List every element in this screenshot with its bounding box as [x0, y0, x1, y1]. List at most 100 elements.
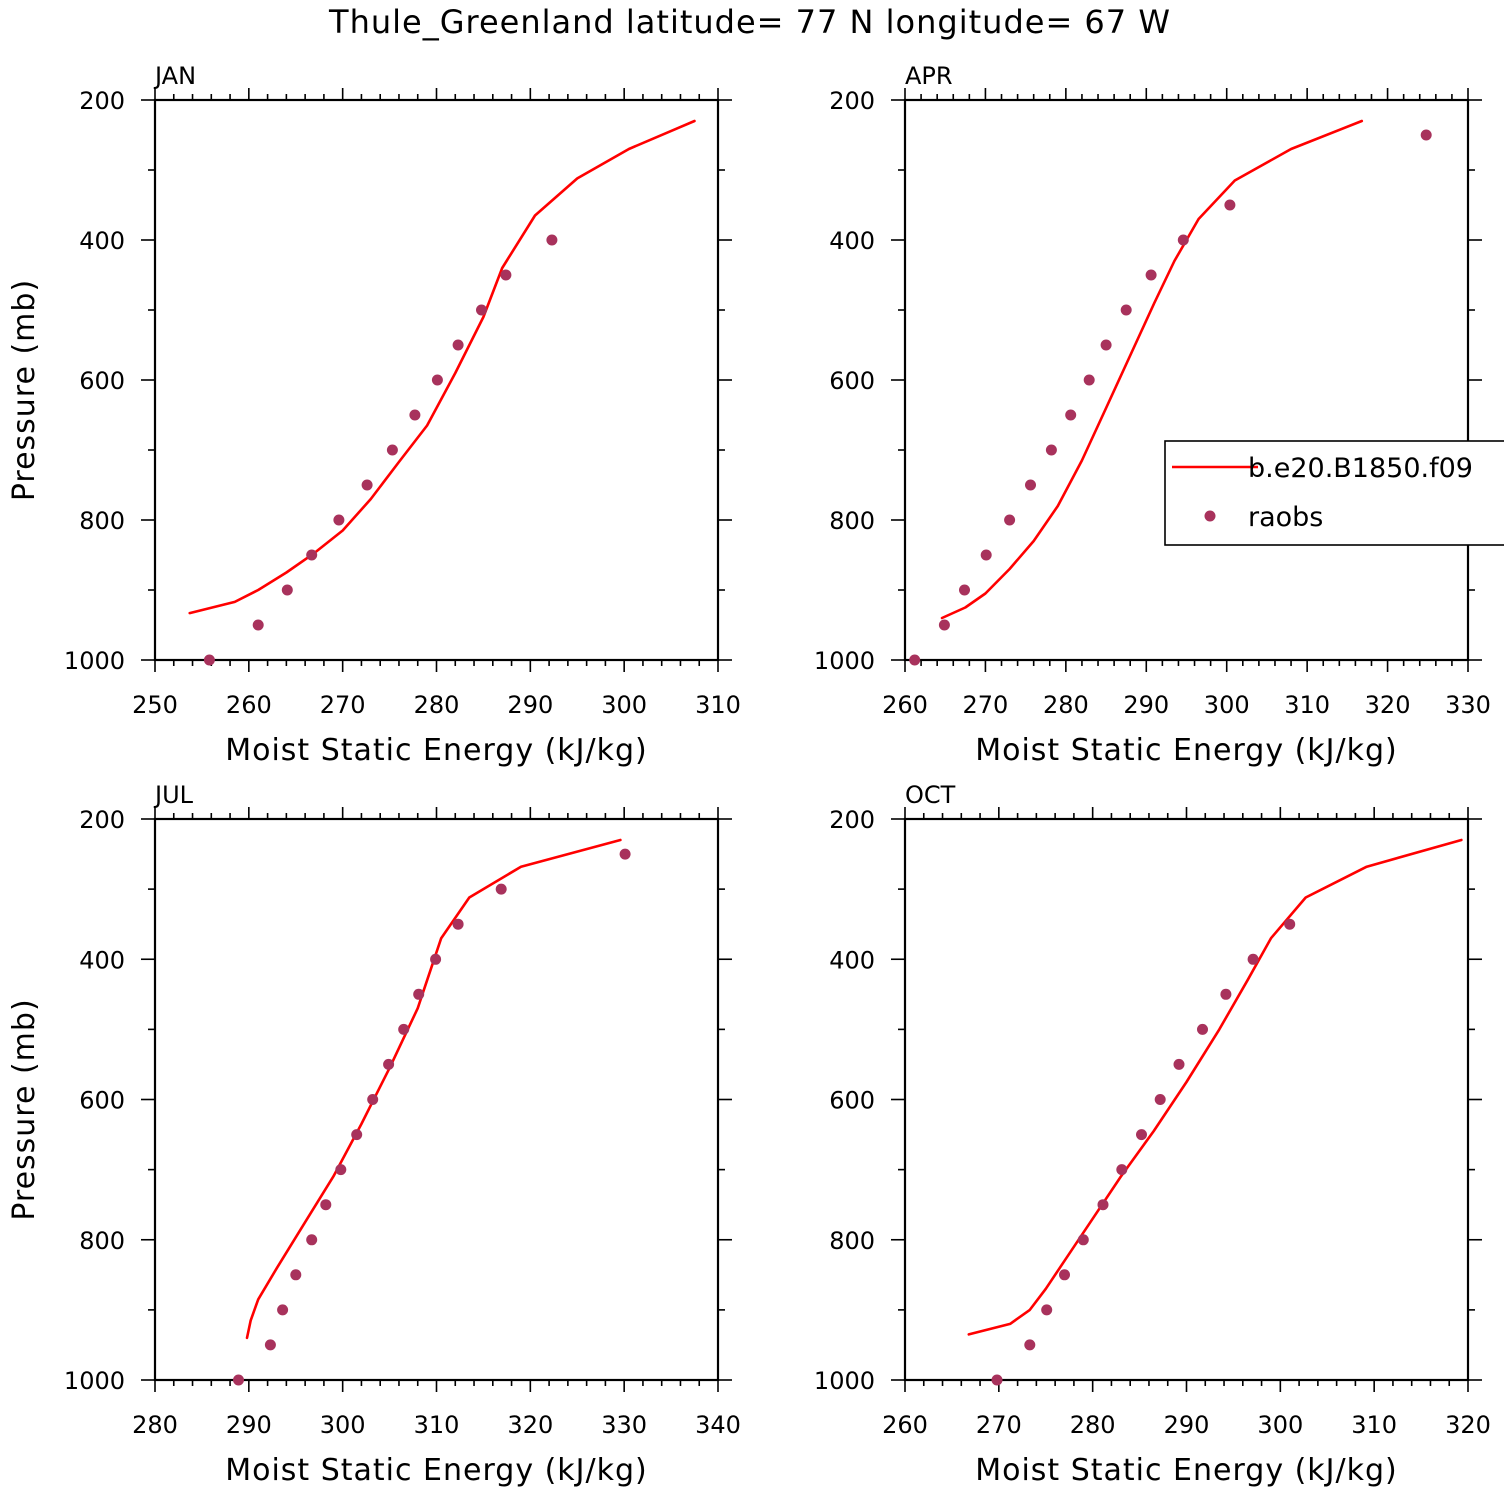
obs-point — [909, 654, 921, 666]
x-tick-label: 330 — [601, 1411, 647, 1439]
panel-label: APR — [905, 62, 953, 90]
plot-frame — [903, 817, 1470, 1382]
x-tick-label: 280 — [1043, 691, 1089, 719]
x-tick-label: 280 — [1070, 1411, 1116, 1439]
legend: b.e20.B1850.f09 raobs — [1164, 440, 1504, 546]
x-tick-label: 320 — [507, 1411, 553, 1439]
obs-point — [476, 304, 487, 316]
x-tick-label: 260 — [226, 691, 272, 719]
x-tick-label: 300 — [1204, 691, 1250, 719]
y-tick-label: 800 — [79, 507, 125, 535]
obs-point — [1065, 409, 1077, 421]
obs-point — [1247, 953, 1259, 965]
y-tick-label: 600 — [79, 367, 125, 395]
x-tick-label: 260 — [882, 1411, 928, 1439]
y-tick-label: 800 — [829, 507, 875, 535]
obs-point — [361, 479, 373, 491]
x-tick-label: 270 — [963, 691, 1009, 719]
x-tick-label: 280 — [132, 1411, 178, 1439]
x-tick-label: 320 — [1365, 691, 1411, 719]
y-tick-label: 400 — [829, 227, 875, 255]
obs-point — [409, 409, 421, 421]
obs-point — [1136, 1129, 1147, 1141]
obs-point — [306, 1234, 318, 1246]
y-tick-label: 200 — [79, 87, 125, 115]
legend-obs-marker — [1204, 510, 1216, 522]
y-tick-label: 200 — [829, 806, 875, 834]
obs-point — [264, 1339, 276, 1351]
obs-point — [452, 339, 464, 351]
plot-frame — [903, 98, 1470, 662]
x-tick-label: 270 — [976, 1411, 1022, 1439]
obs-point — [1420, 129, 1432, 141]
x-axis-label: Moist Static Energy (kJ/kg) — [975, 1453, 1398, 1488]
obs-point — [1173, 1058, 1185, 1070]
obs-point — [1077, 1234, 1089, 1246]
x-tick-label: 300 — [1257, 1411, 1303, 1439]
obs-point — [398, 1023, 410, 1035]
obs-point — [306, 549, 318, 561]
y-tick-label: 600 — [79, 1087, 125, 1115]
y-tick-label: 200 — [79, 806, 125, 834]
x-tick-label: 290 — [226, 1411, 272, 1439]
x-tick-label: 300 — [601, 691, 647, 719]
obs-point — [386, 444, 398, 456]
model-line — [245, 838, 622, 1340]
panel-oct: 260 270 280 290 300 310 320 200 400 600 800 1000 OCT… — [814, 781, 1491, 1488]
plot-frame — [153, 817, 720, 1382]
obs-point — [1177, 234, 1189, 246]
y-tick-label: 600 — [829, 367, 875, 395]
obs-point — [281, 584, 293, 596]
obs-point — [1100, 339, 1112, 351]
y-tick-label: 800 — [829, 1227, 875, 1255]
x-tick-label: 290 — [507, 691, 553, 719]
obs-point — [1120, 304, 1132, 316]
model-line — [188, 119, 696, 615]
obs-point — [1197, 1023, 1208, 1035]
y-tick-label: 800 — [79, 1227, 125, 1255]
x-tick-label: 270 — [320, 691, 366, 719]
figure-title: Thule_Greenland latitude= 77 N longitude… — [328, 3, 1171, 41]
panel-label: OCT — [905, 781, 956, 809]
legend-obs-label: raobs — [1248, 502, 1323, 533]
obs-point — [431, 374, 443, 386]
obs-point — [252, 619, 264, 631]
obs-point — [1145, 269, 1157, 281]
obs-point — [452, 918, 464, 930]
obs-point — [1024, 1339, 1036, 1351]
obs-point — [233, 1374, 244, 1386]
obs-point — [938, 619, 950, 631]
x-tick-label: 310 — [1284, 691, 1330, 719]
panel-label: JAN — [153, 62, 196, 90]
obs-point — [290, 1269, 302, 1281]
obs-point — [203, 654, 215, 666]
obs-point — [1059, 1269, 1070, 1281]
obs-point — [320, 1199, 332, 1211]
model-line — [940, 119, 1364, 620]
obs-point — [1041, 1304, 1053, 1316]
obs-point — [1224, 199, 1236, 211]
panel-jan: 250 260 270 280 290 300 310 200 400 600 800 1000 JAN… — [7, 62, 741, 768]
x-tick-label: 290 — [1123, 691, 1169, 719]
obs-point — [546, 234, 558, 246]
x-tick-label: 310 — [1351, 1411, 1397, 1439]
obs-point — [367, 1094, 379, 1105]
y-tick-label: 1000 — [64, 647, 125, 675]
obs-point — [1083, 374, 1095, 386]
x-tick-label: 250 — [132, 691, 178, 719]
panels: 250 260 270 280 290 300 310 200 400 600 800 1000 JAN… — [7, 62, 1491, 1488]
x-axis-label: Moist Static Energy (kJ/kg) — [225, 1453, 648, 1488]
panel-apr: 260 270 280 290 300 310 320 330 200 400 600 800 1000… — [814, 62, 1491, 768]
y-tick-label: 400 — [829, 946, 875, 974]
obs-point — [333, 514, 345, 526]
panel-label: JUL — [153, 781, 194, 809]
obs-point — [277, 1304, 289, 1316]
x-tick-label: 260 — [882, 691, 928, 719]
obs-point — [991, 1374, 1003, 1386]
x-tick-label: 280 — [414, 691, 460, 719]
y-tick-label: 400 — [79, 227, 125, 255]
x-tick-label: 300 — [320, 1411, 366, 1439]
obs-point — [413, 988, 425, 1000]
obs-point — [383, 1058, 395, 1070]
obs-point — [980, 549, 992, 561]
